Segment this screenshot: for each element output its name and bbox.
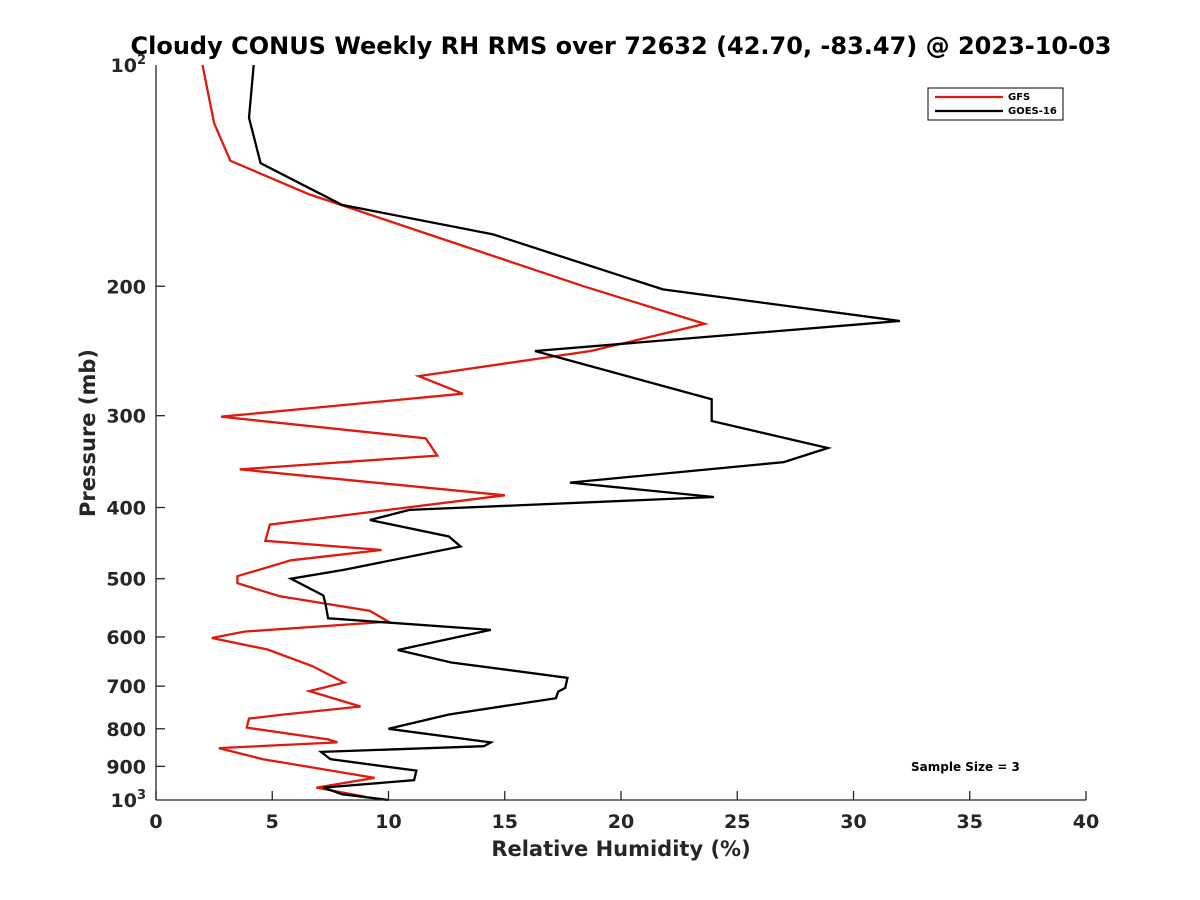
x-tick-label: 35 (957, 811, 983, 833)
legend-label-gfs: GFS (1008, 92, 1030, 103)
x-tick-label: 0 (149, 811, 162, 833)
x-axis-label: Relative Humidity (%) (491, 837, 750, 861)
chart-title: Cloudy CONUS Weekly RH RMS over 72632 (4… (131, 32, 1112, 60)
y-tick-label: 800 (106, 719, 146, 741)
x-tick-label: 5 (266, 811, 279, 833)
sample-size-annotation: Sample Size = 3 (911, 760, 1020, 774)
y-tick-label: 500 (106, 569, 146, 591)
x-tick-label: 30 (840, 811, 866, 833)
series-line-gfs (201, 64, 710, 798)
x-tick-label: 25 (724, 811, 750, 833)
x-tick-label: 20 (608, 811, 634, 833)
y-tick-label: 400 (106, 498, 146, 520)
plot-area: 0 5 10 15 20 25 30 35 40 200 300 400 500 600 700 800 90… (106, 53, 1099, 833)
y-axis-label: Pressure (mb) (76, 349, 100, 517)
y-tick-label-power: 103 (111, 788, 147, 812)
x-tick-label: 15 (492, 811, 518, 833)
legend-box (927, 87, 1064, 121)
series-line-goes16 (247, 64, 901, 802)
x-tick-label: 40 (1073, 811, 1099, 833)
legend: GFS GOES-16 (927, 87, 1064, 121)
y-tick-label: 900 (106, 756, 146, 778)
y-tick-label: 700 (106, 676, 146, 698)
y-tick-label: 200 (106, 276, 146, 298)
y-tick-label-power: 102 (111, 53, 147, 77)
x-tick-label: 10 (375, 811, 401, 833)
legend-label-goes16: GOES-16 (1008, 106, 1057, 117)
y-tick-label: 300 (106, 406, 146, 428)
y-tick-label: 600 (106, 627, 146, 649)
